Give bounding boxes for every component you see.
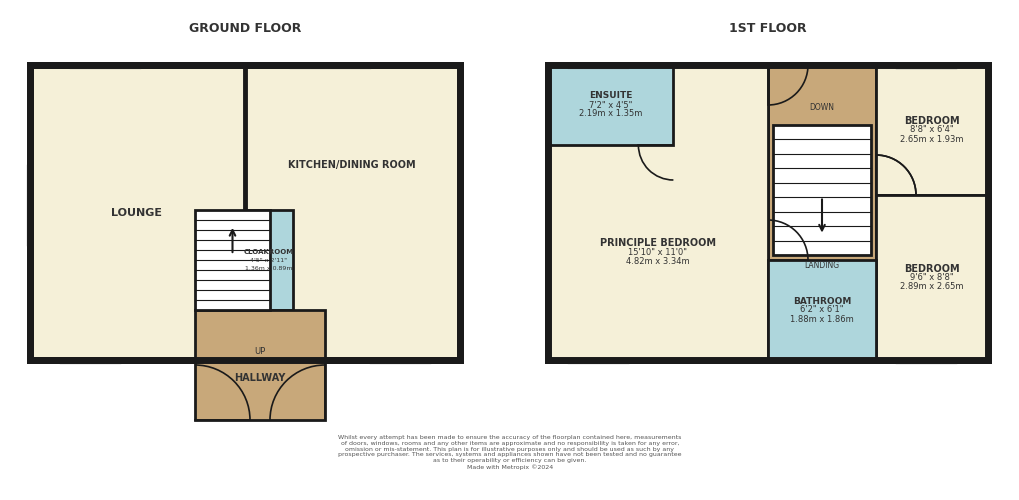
Text: 7'2" x 4'5": 7'2" x 4'5" <box>588 100 632 110</box>
Bar <box>568 62 628 68</box>
Bar <box>875 195 987 360</box>
Text: 2.65m x 1.93m: 2.65m x 1.93m <box>900 134 963 143</box>
Text: BEDROOM: BEDROOM <box>903 116 959 126</box>
Text: 2.19m x 1.35m: 2.19m x 1.35m <box>579 110 642 118</box>
Text: 1.36m x 0.89m: 1.36m x 0.89m <box>245 266 292 270</box>
Text: UP: UP <box>254 348 265 356</box>
Bar <box>547 65 987 360</box>
Bar <box>60 358 120 362</box>
Text: 1.88m x 1.86m: 1.88m x 1.86m <box>790 314 853 324</box>
Bar <box>547 65 987 360</box>
Text: 15'10" x 11'0": 15'10" x 11'0" <box>628 248 687 257</box>
Bar <box>568 358 628 362</box>
Bar <box>245 210 292 310</box>
Bar <box>195 310 325 420</box>
Text: PRINCIPLE BEDROOM: PRINCIPLE BEDROOM <box>599 238 715 248</box>
Text: LANDING: LANDING <box>804 260 839 270</box>
Text: GROUND FLOOR: GROUND FLOOR <box>189 22 301 35</box>
Bar <box>370 358 430 362</box>
Text: LOUNGE: LOUNGE <box>111 208 162 218</box>
Text: 1ST FLOOR: 1ST FLOOR <box>729 22 806 35</box>
Text: 8'8" x 6'4": 8'8" x 6'4" <box>909 126 953 134</box>
Bar <box>289 62 370 68</box>
Text: DOWN: DOWN <box>809 104 834 112</box>
Text: KITCHEN/DINING ROOM: KITCHEN/DINING ROOM <box>288 160 416 170</box>
Bar <box>767 65 875 360</box>
Bar <box>30 65 460 360</box>
Text: 9'6" x 8'8": 9'6" x 8'8" <box>909 273 953 282</box>
Text: ENSUITE: ENSUITE <box>588 92 632 100</box>
Bar <box>895 62 955 68</box>
Bar <box>547 65 673 145</box>
Bar <box>875 65 987 195</box>
Bar <box>30 65 460 360</box>
Bar <box>895 358 955 362</box>
Bar <box>195 210 270 310</box>
Text: 6'2" x 6'1": 6'2" x 6'1" <box>800 306 843 314</box>
Text: CLOAKROOM: CLOAKROOM <box>244 249 293 255</box>
Bar <box>28 165 33 245</box>
Text: BEDROOM: BEDROOM <box>903 264 959 274</box>
Bar <box>772 125 870 255</box>
Text: BATHROOM: BATHROOM <box>792 296 850 306</box>
Bar <box>895 62 955 68</box>
Bar <box>767 260 875 360</box>
Text: 4'5" x 2'11": 4'5" x 2'11" <box>251 258 287 262</box>
Bar <box>70 62 140 68</box>
Bar <box>547 65 767 360</box>
Text: Whilst every attempt has been made to ensure the accuracy of the floorplan conta: Whilst every attempt has been made to en… <box>338 435 681 470</box>
Text: 4.82m x 3.34m: 4.82m x 3.34m <box>626 257 689 266</box>
Text: 2.89m x 2.65m: 2.89m x 2.65m <box>900 282 963 291</box>
Text: HALLWAY: HALLWAY <box>234 373 285 383</box>
